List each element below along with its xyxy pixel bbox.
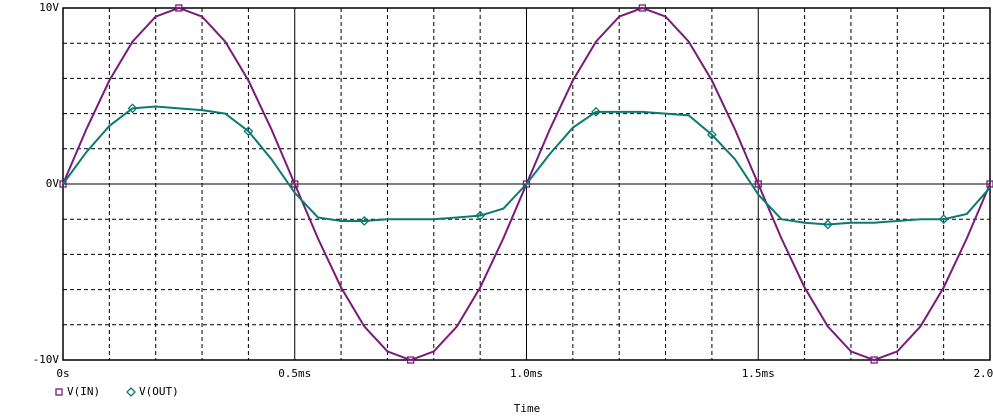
series-marker bbox=[938, 214, 949, 225]
series-marker bbox=[127, 103, 138, 114]
series-marker bbox=[591, 106, 601, 117]
series-marker bbox=[243, 126, 254, 137]
series-line bbox=[62, 105, 991, 226]
legend-label: V(IN) bbox=[67, 385, 100, 398]
x-tick-label: 1.0ms bbox=[510, 367, 543, 380]
series-marker bbox=[59, 180, 67, 188]
series-marker bbox=[475, 210, 486, 221]
x-tick-label: 2.0ms bbox=[973, 367, 993, 380]
x-tick-label: 0.5ms bbox=[278, 367, 311, 380]
series-marker bbox=[638, 4, 647, 12]
series-marker bbox=[754, 180, 762, 188]
series-marker bbox=[822, 219, 833, 230]
x-axis-label: Time bbox=[514, 402, 541, 415]
series-marker bbox=[291, 180, 299, 188]
legend-symbol bbox=[55, 388, 63, 396]
legend-symbol bbox=[126, 387, 136, 397]
y-tick-label: -10V bbox=[33, 353, 60, 366]
x-tick-label: 0s bbox=[56, 367, 69, 380]
series-marker bbox=[522, 180, 531, 188]
series-marker bbox=[706, 129, 717, 140]
series-marker bbox=[986, 180, 993, 188]
y-tick-label: 10V bbox=[39, 1, 59, 14]
x-tick-label: 1.5ms bbox=[742, 367, 775, 380]
legend-label: V(OUT) bbox=[139, 385, 179, 398]
series-marker bbox=[175, 4, 183, 12]
series-marker bbox=[406, 356, 415, 364]
series-marker bbox=[359, 216, 370, 226]
series-marker bbox=[870, 356, 878, 364]
y-tick-label: 0V bbox=[46, 177, 60, 190]
